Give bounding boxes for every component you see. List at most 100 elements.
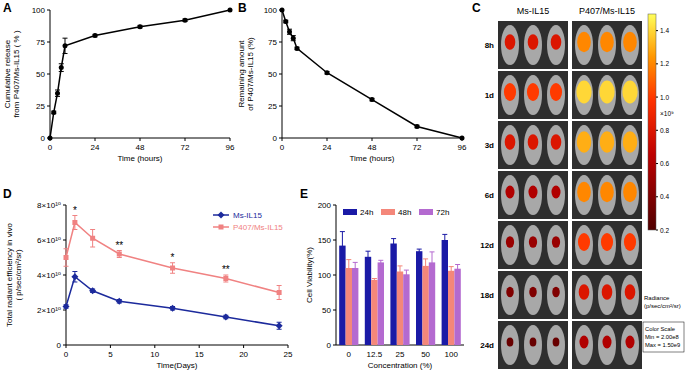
y-tick xyxy=(63,275,66,276)
marker xyxy=(55,91,60,96)
marker xyxy=(370,97,375,102)
signal-blob xyxy=(579,336,588,349)
marker xyxy=(48,136,53,141)
x-tick xyxy=(140,138,141,141)
y-tick xyxy=(279,42,282,43)
y-tick-label: 8×10¹⁰ xyxy=(37,201,61,210)
mouse xyxy=(524,325,542,365)
marker xyxy=(223,276,228,281)
x-tick-label: 10 xyxy=(150,350,159,359)
scale-note: Min = 2.00e8 xyxy=(645,334,679,340)
x-axis xyxy=(66,345,288,346)
colorbar-tick xyxy=(656,63,658,64)
x-tick xyxy=(417,138,418,141)
y-tick xyxy=(333,310,336,311)
colorbar xyxy=(648,14,656,230)
y-axis-label: of P407/Ms-IL15 (%) xyxy=(246,37,255,111)
bar xyxy=(346,268,352,345)
y-tick-label: 0 xyxy=(57,341,62,350)
bar xyxy=(339,246,345,345)
signal-blob xyxy=(577,131,591,153)
error-bar xyxy=(391,239,396,249)
mouse xyxy=(524,175,542,215)
error-bar xyxy=(353,262,358,273)
marker xyxy=(277,290,282,295)
panel-label: E xyxy=(300,187,308,201)
bar xyxy=(365,257,371,345)
x-axis-label: Concentration (%) xyxy=(368,361,433,370)
marker xyxy=(72,220,77,225)
image-cell xyxy=(498,71,568,119)
y-tick-label: 200 xyxy=(318,201,332,210)
image-cell xyxy=(572,21,642,69)
error-bar xyxy=(72,216,77,230)
panel-label: B xyxy=(238,1,247,15)
x-tick-label: 0 xyxy=(347,350,352,359)
bar xyxy=(390,244,396,346)
x-axis-label: Time (hours) xyxy=(117,154,162,163)
colorbar-tick-label: 0.2 xyxy=(660,227,669,234)
signal-blob xyxy=(624,233,636,251)
signal-blob xyxy=(578,233,590,251)
legend-swatch xyxy=(381,209,395,215)
colorbar-tick-label: 0.6 xyxy=(660,160,669,167)
signal-blob xyxy=(505,134,516,149)
signal-blob xyxy=(577,182,591,202)
mouse xyxy=(598,25,616,65)
colorbar-tick-label: 0.4 xyxy=(660,193,669,200)
mouse xyxy=(547,275,565,315)
signal-blob xyxy=(529,287,537,297)
marker xyxy=(63,303,70,310)
signal-blob xyxy=(623,131,637,153)
signal-blob xyxy=(552,287,560,297)
error-bar xyxy=(291,36,296,41)
marker xyxy=(280,8,285,13)
figure: A024487296Time (hours)0255075100Cumulati… xyxy=(0,0,685,380)
marker xyxy=(116,298,123,305)
plot-area xyxy=(48,8,233,141)
error-bar xyxy=(398,266,403,277)
x-tick xyxy=(95,138,96,141)
mouse xyxy=(501,125,519,165)
signal-blob xyxy=(599,81,614,104)
series-line xyxy=(66,223,279,293)
signal-blob xyxy=(625,284,636,299)
mouse xyxy=(598,125,616,165)
mouse xyxy=(575,125,593,165)
colorbar-tick xyxy=(656,230,658,231)
marker xyxy=(183,18,188,23)
x-tick-label: 24 xyxy=(91,143,100,152)
error-bar xyxy=(72,272,77,283)
x-tick xyxy=(110,345,111,348)
signal-blob xyxy=(506,287,514,297)
error-bar xyxy=(430,252,435,273)
row-label: 12d xyxy=(480,241,494,250)
marker xyxy=(117,252,122,257)
marker xyxy=(460,136,465,141)
signal-blob xyxy=(551,34,562,49)
mouse xyxy=(501,25,519,65)
signal-blob xyxy=(504,83,516,101)
scale-box xyxy=(643,322,684,352)
mouse xyxy=(598,175,616,215)
x-tick-label: 0 xyxy=(48,143,53,152)
y-tick-label: 2×10¹⁰ xyxy=(37,306,61,315)
signal-blob xyxy=(506,236,514,248)
colorbar-tick xyxy=(656,30,658,31)
x-tick xyxy=(230,138,231,141)
image-cell xyxy=(572,171,642,219)
y-tick xyxy=(333,345,336,346)
error-bar xyxy=(223,275,228,282)
error-bar xyxy=(449,267,454,275)
legend-marker xyxy=(218,212,225,219)
x-tick-label: 0 xyxy=(280,143,285,152)
mouse xyxy=(524,125,542,165)
y-tick-label: 0 xyxy=(273,134,278,143)
x-tick-label: 12.5 xyxy=(367,350,383,359)
error-bar xyxy=(277,322,282,329)
annotation: ** xyxy=(222,264,230,275)
row-label: 8h xyxy=(485,41,494,50)
bar xyxy=(378,262,384,345)
y-axis-label: Remaining amount xyxy=(237,40,246,108)
error-bar xyxy=(442,234,447,245)
